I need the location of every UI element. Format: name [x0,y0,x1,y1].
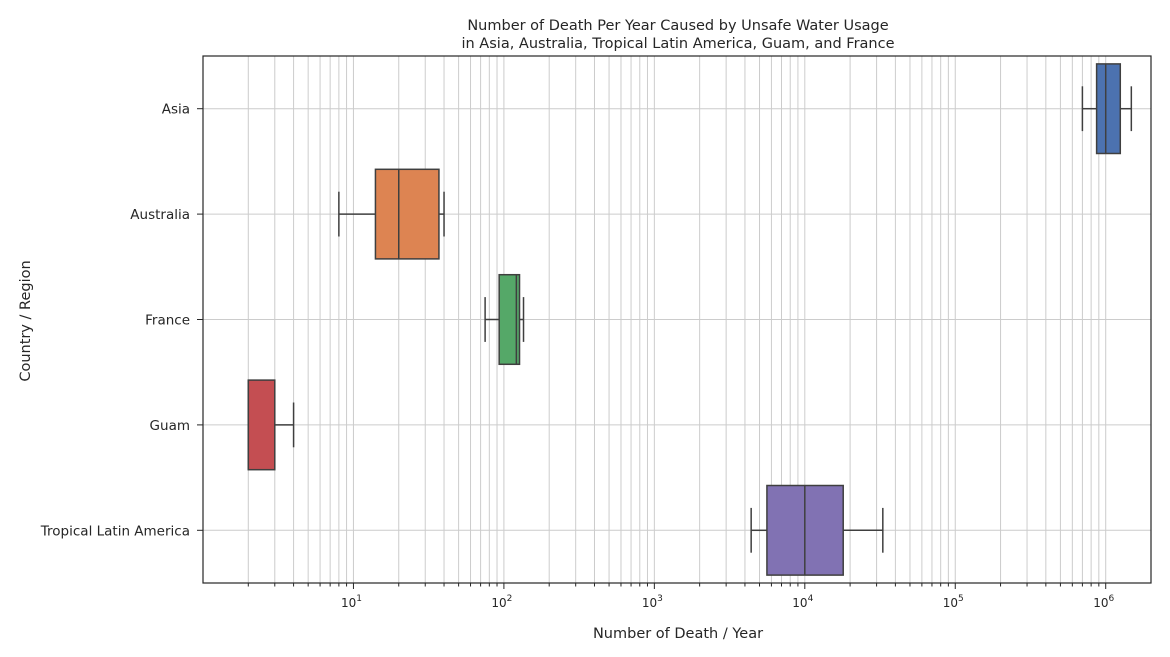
x-tick-exponent: 4 [808,594,814,604]
iqr-box [374,168,440,260]
x-axis-label: Number of Death / Year [593,626,763,642]
box-plot-series [247,63,1133,576]
box-tropical-latin-america [750,484,884,576]
grid-lines [203,56,1151,583]
x-tick-exponent: 6 [1108,594,1114,604]
x-tick-label: 103 [642,594,663,610]
x-tick-label: 106 [1093,594,1114,610]
x-tick-label: 104 [792,594,813,610]
plot-frame [202,55,1152,584]
box-australia [338,168,445,260]
y-tick-label: Tropical Latin America [40,523,190,539]
x-tick-exponent: 5 [958,594,964,604]
y-tick-label: Asia [162,102,190,118]
iqr-box [1095,63,1122,155]
iqr-box [247,379,276,471]
x-tick-exponent: 2 [507,594,513,604]
x-tick-exponent: 1 [356,594,362,604]
chart-title-line-2: in Asia, Australia, Tropical Latin Ameri… [461,36,894,52]
y-tick-label: Guam [150,418,190,434]
axis-ticks: Asia Australia France Guam Tropical Latin Am… [40,102,1115,610]
x-tick-label: 101 [341,594,362,610]
iqr-box [498,273,521,366]
y-tick-label: France [145,313,190,329]
x-tick-label: 102 [491,594,512,610]
box-guam [247,379,295,471]
box-asia [1081,63,1133,155]
x-tick-exponent: 3 [657,594,663,604]
x-tick-label: 105 [943,594,964,610]
box-france [484,273,525,366]
y-tick-label: Australia [130,207,190,223]
y-axis-label: Country / Region [18,260,34,381]
chart-title-line-1: Number of Death Per Year Caused by Unsaf… [467,18,888,34]
